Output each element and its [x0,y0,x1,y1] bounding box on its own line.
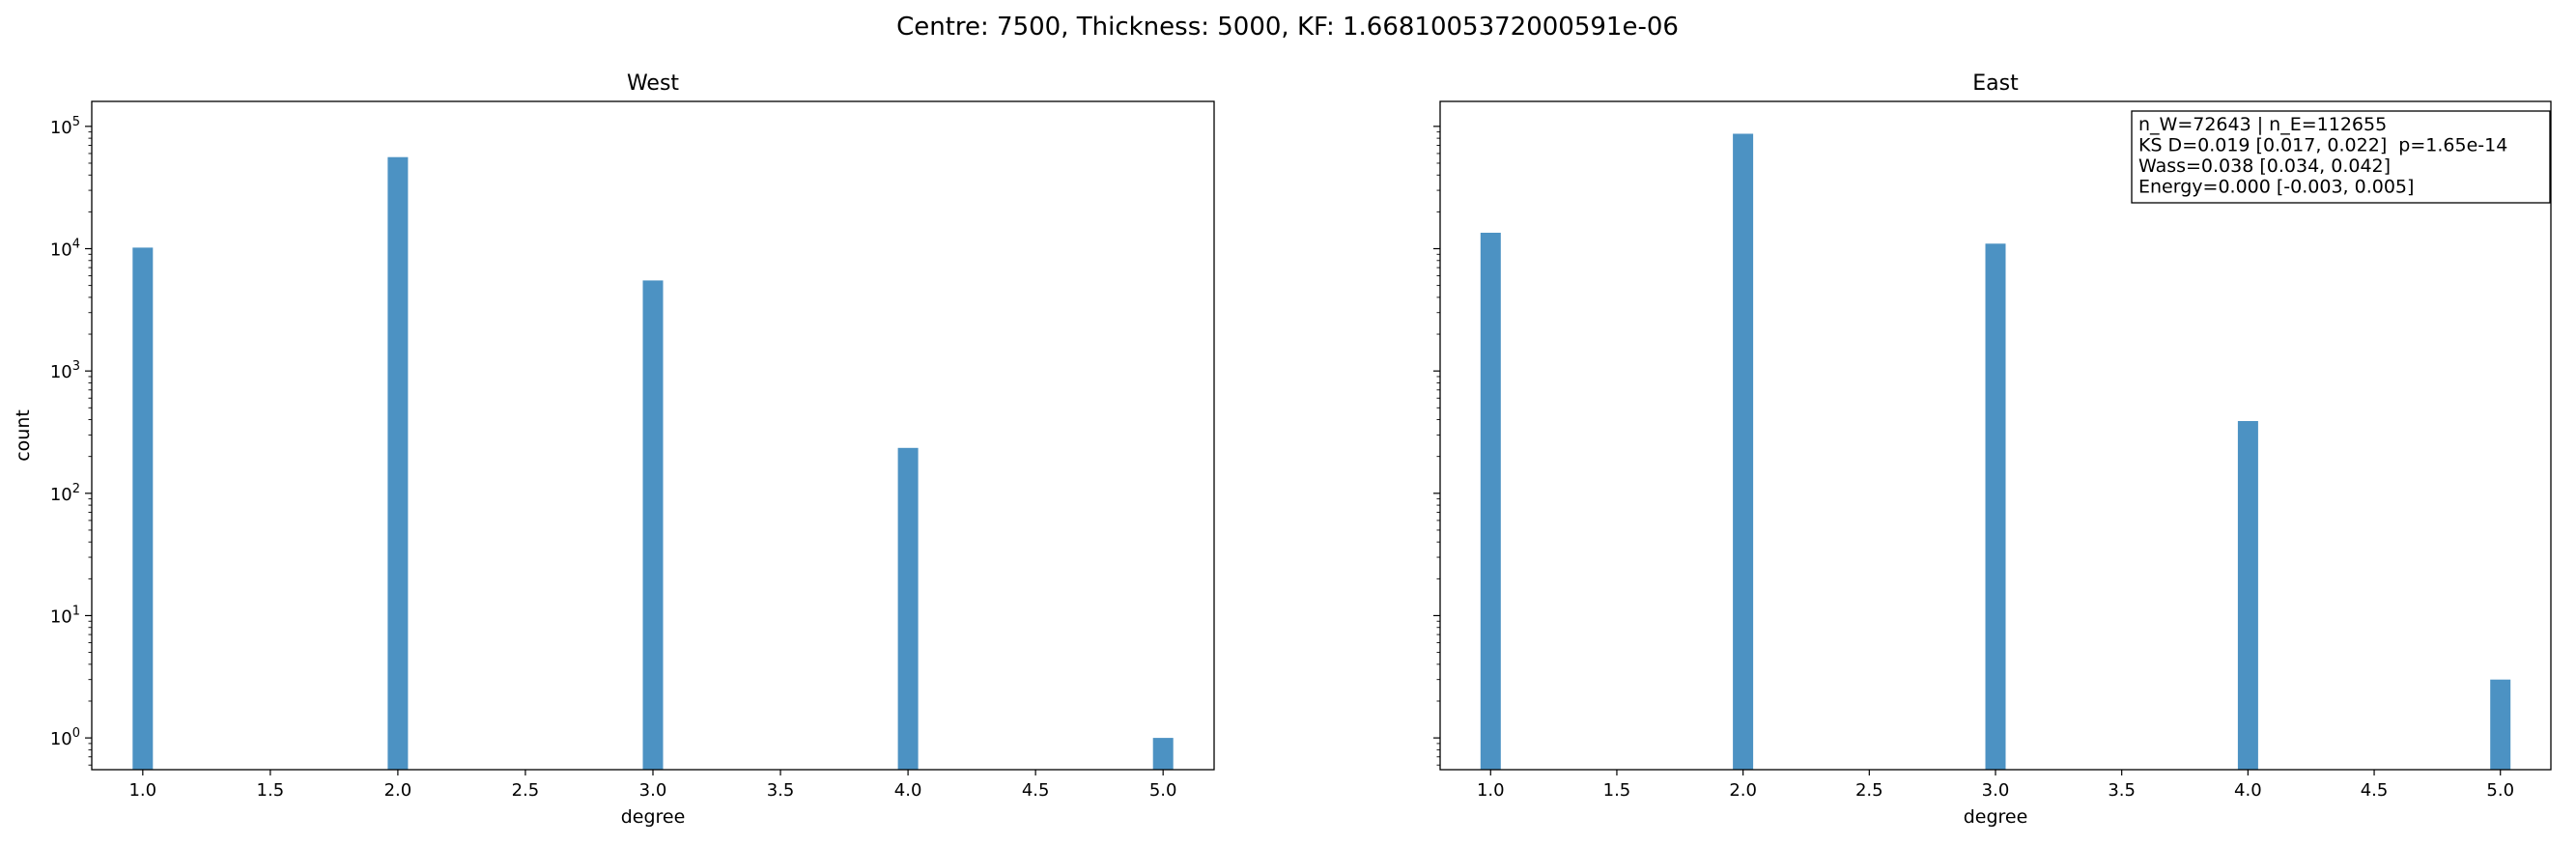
stats-line: n_W=72643 | n_E=112655 [2138,114,2387,135]
stats-line: Wass=0.038 [0.034, 0.042] [2138,155,2391,177]
panels: 1.0 1.5 2.0 2.5 3.0 3.5 4.0 4.5 5.01001011021031… [13,71,2552,828]
y-tick-label: 105 [50,115,80,138]
x-tick-label: 4.5 [2361,780,2389,801]
x-tick-label: 2.5 [1855,780,1883,801]
x-tick-label: 5.0 [2486,780,2514,801]
y-tick-label: 102 [50,482,80,505]
x-tick-label: 4.0 [2234,780,2262,801]
y-axis-label: count [13,409,34,462]
bar [2237,421,2258,770]
y-tick-exponent: 3 [72,359,80,374]
x-axis-label: degree [1964,806,2028,828]
bar [132,247,154,770]
bar [1152,738,1174,770]
stats-box [2131,110,2551,204]
x-tick-label: 1.0 [1477,780,1505,801]
x-tick-label: 1.5 [257,780,285,801]
y-tick-label: 103 [50,359,80,382]
y-tick-exponent: 0 [72,726,80,741]
x-tick-label: 4.5 [1022,780,1050,801]
panel-west: 1.0 1.5 2.0 2.5 3.0 3.5 4.0 4.5 5.01001011021031… [13,71,1215,828]
x-tick-label: 1.0 [128,780,156,801]
y-tick-label: 104 [50,238,80,261]
bar [642,280,664,770]
bar [387,156,409,770]
panel-title: West [627,71,679,96]
y-tick-label: 100 [50,726,80,749]
panel-title: East [1972,71,2019,96]
x-tick-label: 2.0 [1729,780,1757,801]
y-tick-label: 101 [50,604,80,627]
x-tick-label: 3.0 [1982,780,2010,801]
x-tick-label: 2.5 [512,780,540,801]
y-tick-exponent: 5 [72,115,80,129]
bar [1480,233,1501,770]
stats-line: Energy=0.000 [-0.003, 0.005] [2138,177,2414,198]
x-tick-label: 3.0 [639,780,667,801]
x-tick-label: 4.0 [894,780,922,801]
bar [2490,679,2511,770]
x-tick-label: 5.0 [1149,780,1177,801]
y-tick-exponent: 4 [72,238,80,252]
figure-suptitle: Centre: 7500, Thickness: 5000, KF: 1.668… [896,13,1679,42]
stats-line: KS D=0.019 [0.017, 0.022] p=1.65e-14 [2138,135,2507,156]
bar [897,447,919,770]
x-tick-label: 3.5 [767,780,795,801]
y-tick-exponent: 2 [72,482,80,496]
x-tick-label: 1.5 [1603,780,1631,801]
bar [1985,243,2006,771]
x-axis-label: degree [621,806,686,828]
bar [1733,133,1754,770]
x-tick-label: 3.5 [2108,780,2136,801]
y-tick-exponent: 1 [72,604,80,618]
x-tick-label: 2.0 [384,780,412,801]
panel-east: 1.0 1.5 2.0 2.5 3.0 3.5 4.0 4.5 5.0 East degree n_W… [1433,71,2552,828]
